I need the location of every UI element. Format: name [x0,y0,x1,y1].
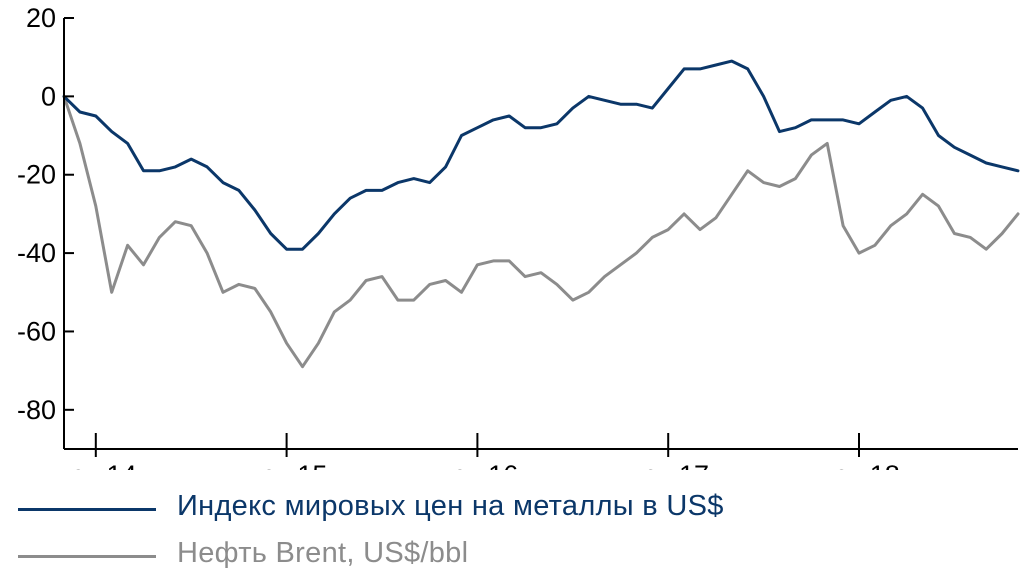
y-tick-label-3: -40 [17,238,56,268]
legend-2: Нефть Brent, US$/bbl [0,537,1024,577]
series-line-0 [62,59,1020,251]
tick-labels: 20 0 -20 -40 -60 -80 дек-14 дек-15 дек-16 дек-17 д… [17,3,900,470]
series-lines [62,59,1020,369]
y-tick-label-4: -60 [17,316,56,346]
series-line-1 [62,94,1020,369]
x-tick-label-3: дек-17 [627,460,709,470]
x-tick-label-0: дек-14 [55,460,137,470]
y-tick-label-0: 20 [26,3,56,33]
y-tick-label-5: -80 [17,395,56,425]
x-tick-label-4: дек-18 [818,460,900,470]
axes [63,17,1018,457]
legend: Индекс мировых цен на металлы в US$ [0,490,1024,530]
legend-label-brent: Нефть Brent, US$/bbl [177,537,469,569]
line-chart: 20 0 -20 -40 -60 -80 дек-14 дек-15 дек-16 дек-17 д… [17,3,1020,470]
x-tick-label-2: дек-16 [437,460,519,470]
legend-swatch-metals [18,508,156,511]
legend-swatch-brent [18,555,156,558]
x-tick-label-1: дек-15 [246,460,328,470]
y-tick-label-1: 0 [41,81,56,111]
legend-label-metals: Индекс мировых цен на металлы в US$ [177,490,724,522]
y-tick-label-2: -20 [17,160,56,190]
